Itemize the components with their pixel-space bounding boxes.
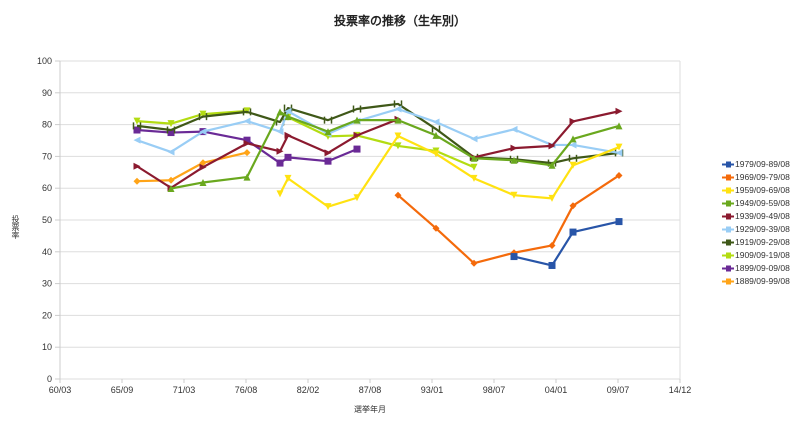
legend-item: 1909/09-19/08 xyxy=(722,248,790,261)
y-tick-label: 50 xyxy=(42,215,52,225)
series-1959-09-69-08 xyxy=(276,132,623,211)
x-tick-label: 71/03 xyxy=(173,385,196,395)
y-axis-label: 投票率 xyxy=(11,215,20,239)
legend-marker-icon xyxy=(722,187,734,193)
legend-label: 1969/09-79/08 xyxy=(735,171,790,182)
legend-marker-icon xyxy=(722,226,734,232)
legend-item: 1899/09-09/08 xyxy=(722,261,790,274)
legend-marker-icon xyxy=(722,278,734,284)
y-tick-label: 20 xyxy=(42,310,52,320)
y-tick-label: 60 xyxy=(42,183,52,193)
series-1979-09-89-08 xyxy=(510,218,623,269)
legend-marker-icon xyxy=(722,213,734,219)
series-1969-09-79-08 xyxy=(394,171,623,267)
x-tick-label: 65/09 xyxy=(111,385,134,395)
legend-item: 1929/09-39/08 xyxy=(722,222,790,235)
x-tick-label: 98/07 xyxy=(483,385,506,395)
x-tick-label: 76/08 xyxy=(235,385,258,395)
x-tick-label: 60/03 xyxy=(49,385,72,395)
legend-marker-icon xyxy=(722,174,734,180)
legend-label: 1909/09-19/08 xyxy=(735,249,790,260)
legend-label: 1889/09-99/08 xyxy=(735,275,790,286)
legend-label: 1919/09-29/08 xyxy=(735,236,790,247)
legend-item: 1959/09-69/08 xyxy=(722,183,790,196)
y-tick-label: 10 xyxy=(42,342,52,352)
legend-label: 1939/09-49/08 xyxy=(735,210,790,221)
chart-title: 投票率の推移（生年別） xyxy=(333,14,466,28)
legend-marker-icon xyxy=(722,239,734,245)
series-1949-09-59-08 xyxy=(167,108,623,193)
y-tick-label: 70 xyxy=(42,151,52,161)
y-tick-label: 80 xyxy=(42,120,52,130)
legend-item: 1969/09-79/08 xyxy=(722,170,790,183)
series-line xyxy=(136,128,358,165)
y-tick-label: 40 xyxy=(42,247,52,257)
y-tick-label: 100 xyxy=(37,56,52,66)
series-1889-09-99-08 xyxy=(133,149,251,185)
series-line xyxy=(136,102,620,165)
legend-item: 1939/09-49/08 xyxy=(722,209,790,222)
legend-item: 1979/09-89/08 xyxy=(722,157,790,170)
legend-label: 1899/09-09/08 xyxy=(735,262,790,273)
legend-marker-icon xyxy=(722,252,734,258)
legend: 1979/09-89/08 1969/09-79/08 1959/09-69/08 1… xyxy=(722,157,790,287)
x-tick-label: 14/12 xyxy=(669,385,692,395)
series-line xyxy=(136,109,248,125)
legend-marker-icon xyxy=(722,200,734,206)
legend-label: 1979/09-89/08 xyxy=(735,158,790,169)
series-line xyxy=(170,110,620,190)
legend-label: 1959/09-69/08 xyxy=(735,184,790,195)
x-tick-label: 87/08 xyxy=(359,385,382,395)
series-line xyxy=(287,116,475,169)
x-tick-label: 09/07 xyxy=(607,385,630,395)
legend-item: 1919/09-29/08 xyxy=(722,235,790,248)
series-1909-09-19-08 xyxy=(133,107,478,171)
y-tick-label: 30 xyxy=(42,279,52,289)
legend-item: 1889/09-99/08 xyxy=(722,274,790,287)
y-tick-label: 0 xyxy=(47,374,52,384)
series-line xyxy=(513,220,620,267)
series-line xyxy=(136,151,248,183)
legend-label: 1929/09-39/08 xyxy=(735,223,790,234)
x-tick-label: 04/01 xyxy=(545,385,568,395)
legend-marker-icon xyxy=(722,161,734,167)
x-tick-label: 82/02 xyxy=(297,385,320,395)
legend-item: 1949/09-59/08 xyxy=(722,196,790,209)
x-axis-label: 選挙年月 xyxy=(354,405,386,414)
legend-label: 1949/09-59/08 xyxy=(735,197,790,208)
x-tick-label: 93/01 xyxy=(421,385,444,395)
legend-marker-icon xyxy=(722,265,734,271)
y-tick-label: 90 xyxy=(42,88,52,98)
